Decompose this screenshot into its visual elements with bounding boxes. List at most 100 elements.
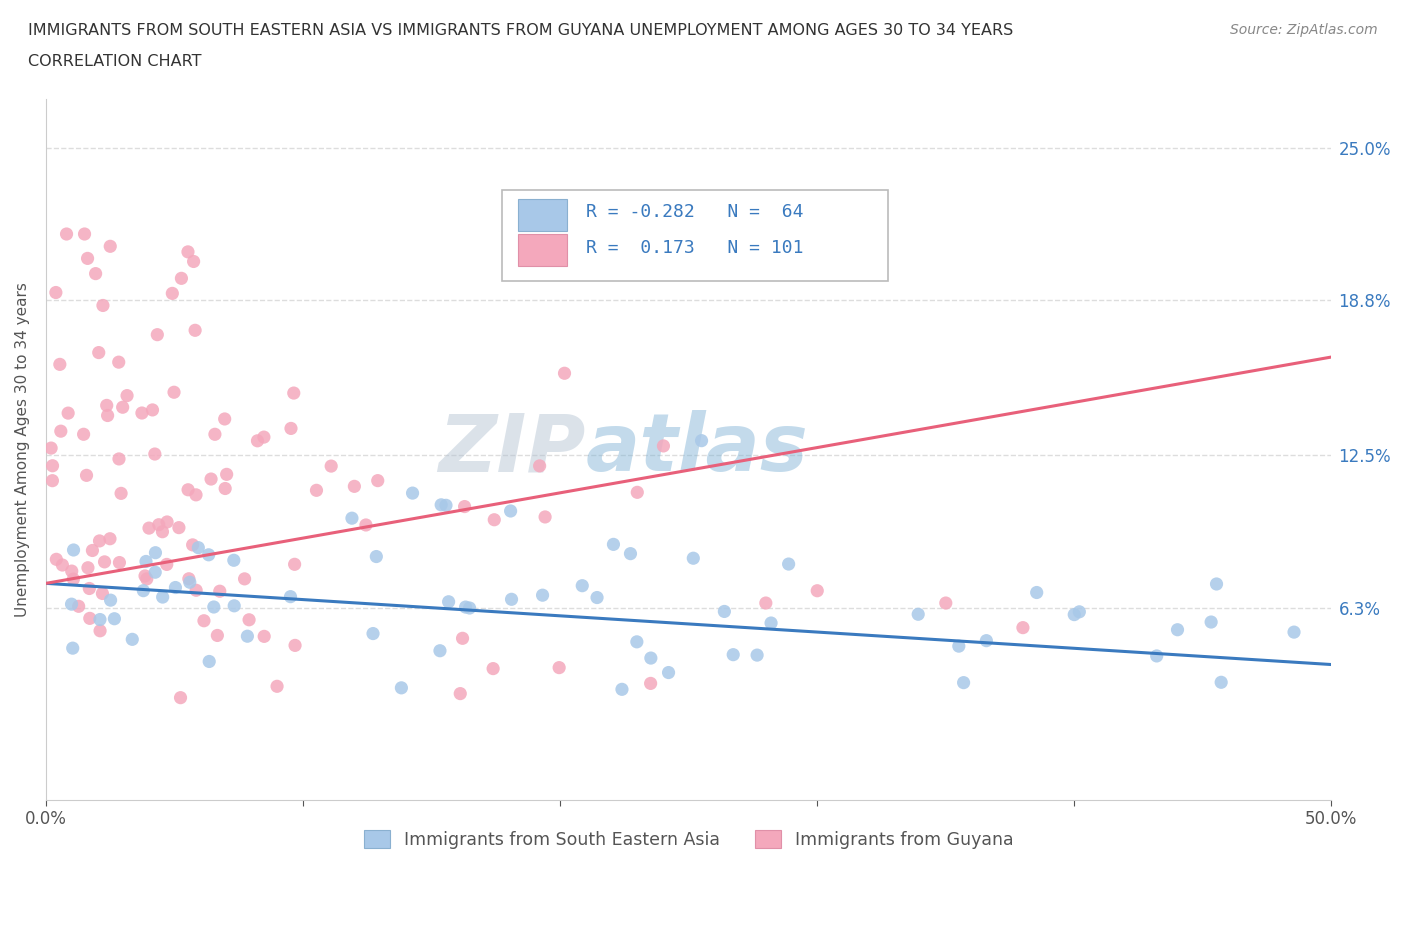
Point [89,612,111,627]
Point [389,681,412,696]
Point [200,472,222,486]
Point [60,597,83,612]
Point [1205,577,1227,591]
Point [619,546,641,561]
Point [401,485,423,500]
Point [253,629,276,644]
Point [146,327,169,342]
Point [1282,625,1305,640]
Point [98,239,121,254]
Point [354,517,377,532]
Point [531,588,554,603]
Text: atlas: atlas [586,410,808,488]
Point [141,403,163,418]
Point [41,473,63,488]
Point [107,354,129,369]
Point [89,534,111,549]
Point [1025,585,1047,600]
Point [233,571,256,586]
Point [1146,648,1168,663]
Point [755,595,778,610]
Point [108,451,131,466]
Point [145,545,167,560]
Point [721,647,744,662]
Y-axis label: Unemployment Among Ages 30 to 34 years: Unemployment Among Ages 30 to 34 years [15,282,30,617]
Point [236,629,259,644]
Point [49,357,72,372]
Text: IMMIGRANTS FROM SOUTH EASTERN ASIA VS IMMIGRANTS FROM GUYANA UNEMPLOYMENT AMONG : IMMIGRANTS FROM SOUTH EASTERN ASIA VS IM… [28,23,1014,38]
Point [571,578,593,593]
Point [76,251,98,266]
Point [340,511,363,525]
Point [51,558,73,573]
Point [89,623,111,638]
Point [321,458,343,473]
Point [152,525,174,539]
Point [135,571,157,586]
Point [79,581,101,596]
Point [110,486,132,501]
Point [170,271,193,286]
Point [501,591,523,606]
FancyBboxPatch shape [502,190,889,281]
Point [657,665,679,680]
Point [948,639,970,654]
Point [165,580,187,595]
Point [305,483,328,498]
Point [202,600,225,615]
Point [284,638,307,653]
Point [1199,615,1222,630]
Point [208,584,231,599]
Point [111,400,134,415]
Point [745,647,768,662]
Point [482,661,505,676]
Point [167,520,190,535]
Legend: Immigrants from South Eastern Asia, Immigrants from Guyana: Immigrants from South Eastern Asia, Immi… [356,822,1022,857]
Point [131,405,153,420]
Point [156,557,179,572]
Point [181,538,204,552]
Point [49,424,72,439]
Point [626,485,648,499]
Point [935,595,957,610]
Point [193,613,215,628]
Point [280,590,302,604]
FancyBboxPatch shape [517,234,567,266]
Point [56,405,79,420]
Point [62,572,84,587]
Point [449,686,471,701]
Point [91,586,114,601]
Point [366,549,388,564]
Point [499,503,522,518]
Point [554,365,576,380]
Point [76,468,98,483]
Point [952,675,974,690]
Point [132,583,155,598]
Point [39,441,62,456]
Point [100,592,122,607]
Text: Source: ZipAtlas.com: Source: ZipAtlas.com [1230,23,1378,37]
Point [55,227,77,242]
Point [204,427,226,442]
Point [361,626,384,641]
Point [93,554,115,569]
Point [626,634,648,649]
Point [156,514,179,529]
Point [1012,620,1035,635]
Point [41,458,63,473]
Point [67,599,90,614]
Point [976,633,998,648]
Point [138,521,160,536]
Point [284,557,307,572]
Point [97,408,120,423]
Point [529,458,551,473]
Point [640,676,662,691]
Point [62,641,84,656]
Point [177,571,200,586]
Point [266,679,288,694]
Point [72,427,94,442]
Point [458,601,481,616]
Point [143,565,166,579]
Point [152,590,174,604]
Point [179,575,201,590]
